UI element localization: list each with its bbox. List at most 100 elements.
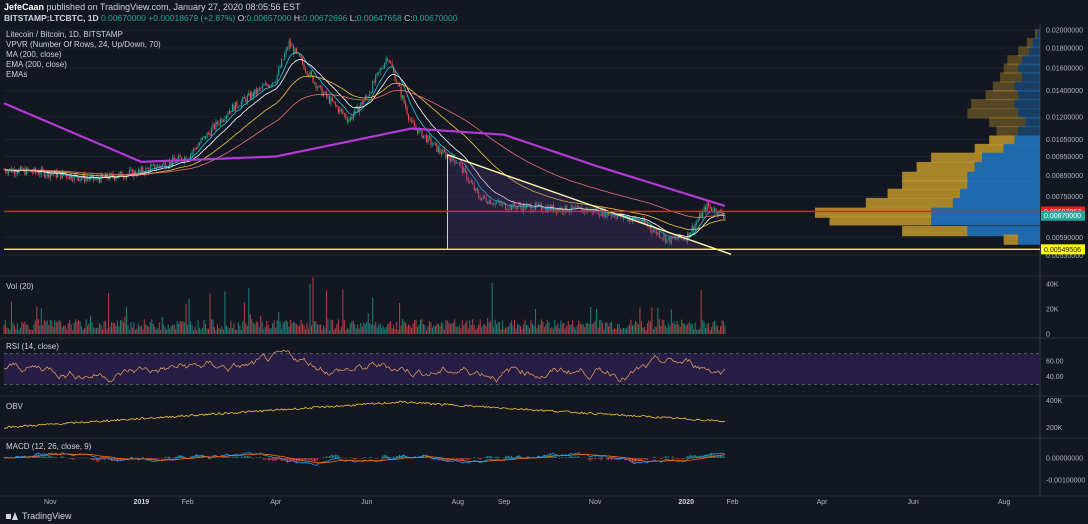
chart-canvas[interactable]: 0.02000000 0.01800000 0.01600000 0.01400000… (0, 0, 1088, 508)
volume-bar (502, 320, 504, 334)
time-tick-label: 2020 (678, 499, 694, 506)
volume-bar (524, 319, 526, 334)
volume-bar (718, 330, 720, 334)
volume-bar (451, 323, 453, 334)
rsi-pane-label[interactable]: RSI (14, close) (6, 342, 59, 351)
macd-histogram-bar (176, 456, 178, 458)
volume-bar (240, 329, 242, 334)
volume-bar (199, 327, 201, 334)
macd-histogram-bar (631, 458, 633, 463)
price-tick-label: 0.00530000 (1046, 253, 1083, 260)
macd-histogram-bar (76, 458, 78, 459)
volume-bar (46, 320, 48, 334)
obv-pane-label[interactable]: OBV (6, 402, 23, 411)
volume-bar (494, 319, 496, 334)
candle-body (25, 168, 27, 175)
candle-body (422, 135, 424, 138)
volume-bar (378, 324, 380, 334)
candle-body (148, 168, 150, 173)
macd-histogram-bar (469, 458, 471, 459)
macd-histogram-bar (267, 458, 269, 461)
volume-bar (18, 329, 20, 334)
macd-histogram-bar (633, 458, 635, 464)
macd-histogram-bar (494, 456, 496, 458)
vol-pane-label[interactable]: Vol (20) (6, 282, 34, 291)
macd-histogram-bar (646, 458, 648, 460)
macd-histogram-bar (43, 456, 45, 458)
macd-histogram-bar (207, 458, 210, 460)
macd-histogram-bar (567, 457, 569, 458)
volume-bar (87, 325, 89, 334)
volume-bar (409, 325, 411, 334)
volume-bar (590, 307, 592, 334)
legend-emas[interactable]: EMAs (6, 70, 28, 79)
macd-histogram-bar (330, 455, 332, 458)
legend-ema[interactable]: EMA (200, close) (6, 60, 67, 69)
macd-histogram-bar (685, 456, 687, 458)
volume-bar (34, 320, 36, 334)
candle-body (294, 48, 296, 54)
candle-body (614, 215, 616, 218)
macd-histogram-bar (324, 457, 326, 458)
symbol-name[interactable]: BITSTAMP:LTCBTC, 1D (4, 13, 99, 23)
macd-histogram-bar (442, 458, 444, 462)
macd-histogram-bar (446, 458, 448, 462)
ohlc-low: 0.00647658 (356, 13, 402, 23)
ohlc-high: 0.00672696 (302, 13, 348, 23)
candle-body (697, 219, 699, 222)
candle-body (400, 86, 402, 98)
volume-bar (6, 327, 8, 334)
macd-histogram-bar (342, 457, 344, 458)
volume-bar (467, 328, 469, 334)
candle-body (385, 58, 387, 63)
volume-bar (515, 328, 517, 334)
macd-histogram-bar (636, 458, 638, 461)
volume-bar (246, 326, 248, 334)
macd-histogram-bar (512, 457, 514, 458)
volume-bar (633, 324, 635, 334)
macd-histogram-bar (333, 455, 335, 458)
candle-body (687, 232, 689, 242)
candle-body (193, 148, 195, 152)
volume-bar (130, 322, 132, 334)
volume-bar (97, 327, 99, 334)
volume-bar (33, 324, 35, 334)
macd-histogram-bar (308, 458, 310, 460)
ema-line (3, 75, 726, 231)
macd-histogram-bar (46, 457, 48, 458)
volume-bar (66, 329, 68, 334)
macd-histogram-bar (511, 455, 513, 458)
time-tick-label: Apr (817, 499, 829, 506)
legend-ma[interactable]: MA (200, close) (6, 50, 62, 59)
candle-body (460, 162, 462, 165)
candle-body (721, 211, 723, 215)
macd-histogram-bar (697, 456, 699, 458)
candle-body (357, 106, 359, 113)
volume-bar (427, 326, 429, 334)
candle-body (46, 171, 48, 176)
candle-body (269, 85, 271, 87)
candle-body (349, 116, 351, 121)
candle-body (473, 184, 475, 191)
volume-bar (721, 320, 723, 334)
macd-histogram-bar (158, 458, 160, 459)
macd-histogram-bar (606, 458, 608, 460)
legend-vpvr[interactable]: VPVR (Number Of Rows, 24, Up/Down, 70) (6, 40, 161, 49)
macd-histogram-bar (273, 458, 275, 461)
volume-bar (197, 319, 199, 334)
volume-bar (658, 319, 660, 334)
candle-body (512, 202, 514, 210)
macd-histogram-bar (634, 458, 636, 463)
volume-bar (151, 319, 153, 334)
legend-title[interactable]: Litecoin / Bitcoin, 1D, BITSTAMP (6, 30, 123, 39)
tradingview-logo[interactable]: TradingView (6, 511, 72, 521)
volume-bar (449, 324, 451, 334)
author-name[interactable]: JefeCaan (4, 2, 45, 12)
macd-histogram-bar (196, 454, 198, 458)
ohlc-close: 0.00670000 (412, 13, 458, 23)
macd-pane-label[interactable]: MACD (12, 26, close, 9) (6, 442, 92, 451)
volume-bar (570, 324, 572, 334)
macd-histogram-bar (720, 455, 722, 458)
volume-bar (184, 322, 186, 334)
candle-body (464, 167, 466, 172)
